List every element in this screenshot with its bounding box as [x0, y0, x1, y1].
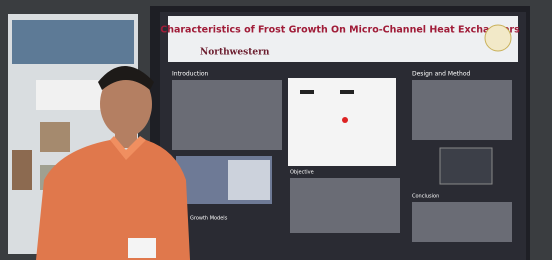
figure — [228, 160, 270, 200]
left-poster-image — [12, 20, 134, 64]
text-block — [290, 178, 400, 233]
poster-title: Characteristics of Frost Growth On Micro… — [160, 25, 520, 36]
diagram-part — [340, 90, 354, 94]
section-heading: Objective — [290, 170, 314, 176]
page: Characteristics of Frost Growth On Micro… — [0, 0, 552, 260]
section-heading: Introduction — [172, 71, 209, 78]
section-heading: Growth Models — [190, 216, 228, 222]
text-block — [412, 80, 512, 140]
text-block — [412, 202, 512, 242]
photo: Characteristics of Frost Growth On Micro… — [0, 0, 552, 260]
name-badge — [128, 238, 156, 258]
section-heading: Conclusion — [412, 194, 439, 200]
photo-grid — [440, 148, 492, 184]
emblem — [485, 25, 511, 51]
poster-logo: Northwestern — [200, 48, 270, 58]
text-block — [172, 80, 282, 150]
left-poster-photo — [40, 122, 70, 152]
left-poster-photo — [12, 150, 32, 190]
diagram-part — [300, 90, 314, 94]
section-heading: Design and Method — [412, 71, 471, 78]
diagram-part — [342, 117, 348, 123]
